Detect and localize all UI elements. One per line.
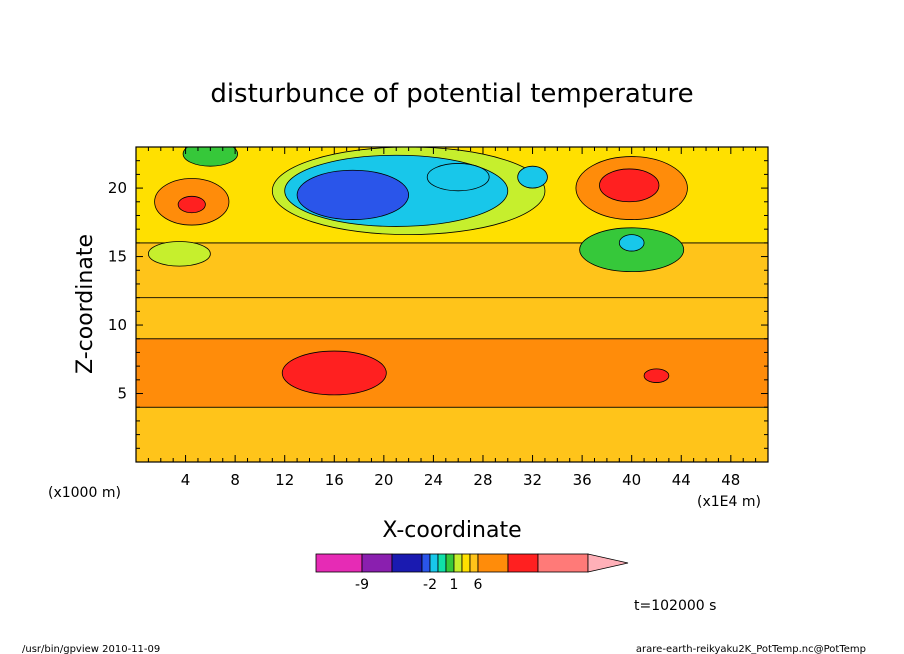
colorbar-extension-arrow bbox=[587, 553, 629, 573]
contour-cell bbox=[177, 195, 206, 214]
colorbar-swatch bbox=[453, 553, 463, 573]
contour-cell bbox=[599, 168, 660, 203]
contour-band bbox=[136, 297, 768, 340]
contour-cell bbox=[618, 234, 645, 252]
contour-cell bbox=[296, 169, 410, 220]
time-annotation: t=102000 s bbox=[634, 598, 716, 614]
x-tick-label: 12 bbox=[275, 471, 294, 489]
colorbar-swatch bbox=[469, 553, 479, 573]
colorbar-swatch bbox=[477, 553, 509, 573]
contour-cell bbox=[182, 147, 239, 167]
chart-title: disturbunce of potential temperature bbox=[210, 79, 693, 109]
colorbar-swatch bbox=[421, 553, 431, 573]
contour-cell bbox=[643, 368, 670, 383]
x-tick-label: 28 bbox=[473, 471, 492, 489]
colorbar-swatch bbox=[391, 553, 423, 573]
y-axis-title: Z-coordinate bbox=[73, 234, 98, 374]
contour-cell bbox=[426, 163, 490, 192]
x-tick-label: 20 bbox=[374, 471, 393, 489]
x-tick-label: 16 bbox=[325, 471, 344, 489]
x-tick-label: 48 bbox=[721, 471, 740, 489]
contour-cell bbox=[147, 241, 211, 267]
x-tick-label: 40 bbox=[622, 471, 641, 489]
x-tick-label: 36 bbox=[573, 471, 592, 489]
x-tick-label: 24 bbox=[424, 471, 443, 489]
y-tick-label: 5 bbox=[117, 385, 127, 403]
contour-cell bbox=[281, 350, 387, 396]
colorbar-tick-label: -2 bbox=[423, 577, 437, 593]
colorbar-tick-label: 1 bbox=[450, 577, 459, 593]
x-tick-label: 44 bbox=[672, 471, 691, 489]
colorbar-swatch bbox=[361, 553, 393, 573]
y-tick-label: 10 bbox=[108, 316, 127, 334]
contour-cell bbox=[517, 165, 548, 189]
x-tick-label: 32 bbox=[523, 471, 542, 489]
y-unit-label: (x1000 m) bbox=[48, 485, 121, 501]
x-unit-label: (x1E4 m) bbox=[697, 494, 761, 510]
contour-band bbox=[136, 406, 768, 462]
colorbar-swatch bbox=[507, 553, 539, 573]
colorbar-tick-label: -9 bbox=[355, 577, 369, 593]
colorbar-swatch bbox=[429, 553, 439, 573]
y-tick-label: 15 bbox=[108, 248, 127, 266]
x-axis: 4 8 12 16 20 24 28 32 36 40 44 48 bbox=[135, 147, 769, 489]
colorbar-swatch bbox=[445, 553, 455, 573]
y-tick-label: 20 bbox=[108, 179, 127, 197]
colorbar-tick-label: 6 bbox=[474, 577, 483, 593]
colorbar-swatch bbox=[437, 553, 447, 573]
plot-area bbox=[136, 147, 768, 462]
contour-band bbox=[136, 338, 768, 408]
colorbar: -9 -2 1 6 bbox=[315, 553, 629, 593]
x-tick-label: 8 bbox=[230, 471, 240, 489]
x-axis-title: X-coordinate bbox=[382, 518, 521, 543]
footer-program: /usr/bin/gpview 2010-11-09 bbox=[22, 644, 160, 654]
colorbar-swatch bbox=[537, 553, 589, 573]
y-axis: 5 10 15 20 bbox=[108, 146, 768, 463]
colorbar-swatch bbox=[461, 553, 471, 573]
x-tick-label: 4 bbox=[181, 471, 191, 489]
colorbar-swatch bbox=[315, 553, 363, 573]
plot-frame bbox=[135, 146, 769, 463]
footer-source: arare-earth-reikyaku2K_PotTemp.nc@PotTem… bbox=[636, 644, 866, 654]
